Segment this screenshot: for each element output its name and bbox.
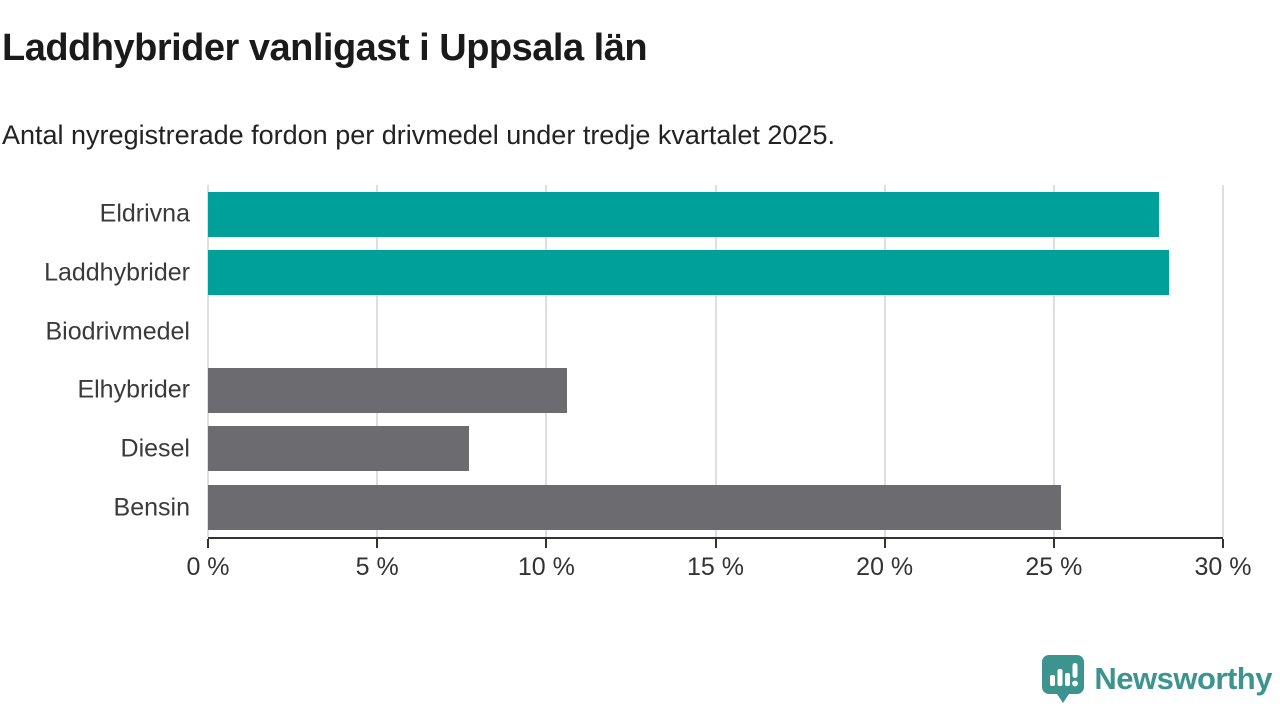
category-label: Eldrivna [99,199,190,228]
bar-elhybrider [208,367,567,413]
bar-row: Eldrivna [100,185,1223,244]
bar-diesel [208,426,469,472]
bar-eldrivna [208,191,1159,237]
category-label: Elhybrider [77,375,190,404]
x-axis-tick-label: 5 % [355,553,399,581]
gridline [207,185,209,537]
gridline [376,185,379,537]
bar-row: Laddhybrider [44,244,1223,303]
gridline [545,185,548,537]
bar-bensin [208,485,1061,531]
newsworthy-logo: Newsworthy [1041,654,1272,704]
bar-row: Elhybrider [77,361,1223,420]
x-axis-tick [1222,539,1224,548]
bar-row: Bensin [114,478,1223,537]
x-axis-tick [1052,539,1055,548]
x-axis-tick [376,539,379,548]
category-label: Laddhybrider [44,258,190,287]
newsworthy-logo-icon [1041,654,1085,704]
x-axis-tick-label: 30 % [1194,553,1252,581]
x-axis-tick [883,539,886,548]
gridline [1222,185,1224,537]
plot-area: Eldrivna Laddhybrider Biodrivmedel Elhybrid… [44,185,1224,537]
gridline [883,185,886,537]
x-axis-tick-label: 20 % [856,553,914,581]
newsworthy-logo-text: Newsworthy [1094,661,1272,696]
gridline [1052,185,1055,537]
gridline [714,185,717,537]
category-label: Biodrivmedel [45,317,190,346]
bar-row: Diesel [121,420,1223,479]
x-axis: 0 % 5 % 10 % 15 % 20 % 25 % 30 % [186,537,1251,587]
bar-laddhybrider [208,250,1169,296]
x-axis-tick-label: 15 % [687,553,744,581]
x-axis-tick [207,539,209,548]
bar-row: Biodrivmedel [45,302,1223,361]
category-label: Bensin [113,493,190,522]
x-axis-tick-label: 25 % [1025,553,1083,581]
x-axis-tick [714,539,717,548]
x-axis-tick-label: 10 % [517,553,575,581]
x-axis-tick [545,539,548,548]
category-label: Diesel [120,434,190,463]
chart-title: Laddhybrider vanligast i Uppsala län [2,27,648,69]
x-axis-tick-label: 0 % [186,553,230,581]
chart-subtitle: Antal nyregistrerade fordon per drivmede… [2,120,835,150]
